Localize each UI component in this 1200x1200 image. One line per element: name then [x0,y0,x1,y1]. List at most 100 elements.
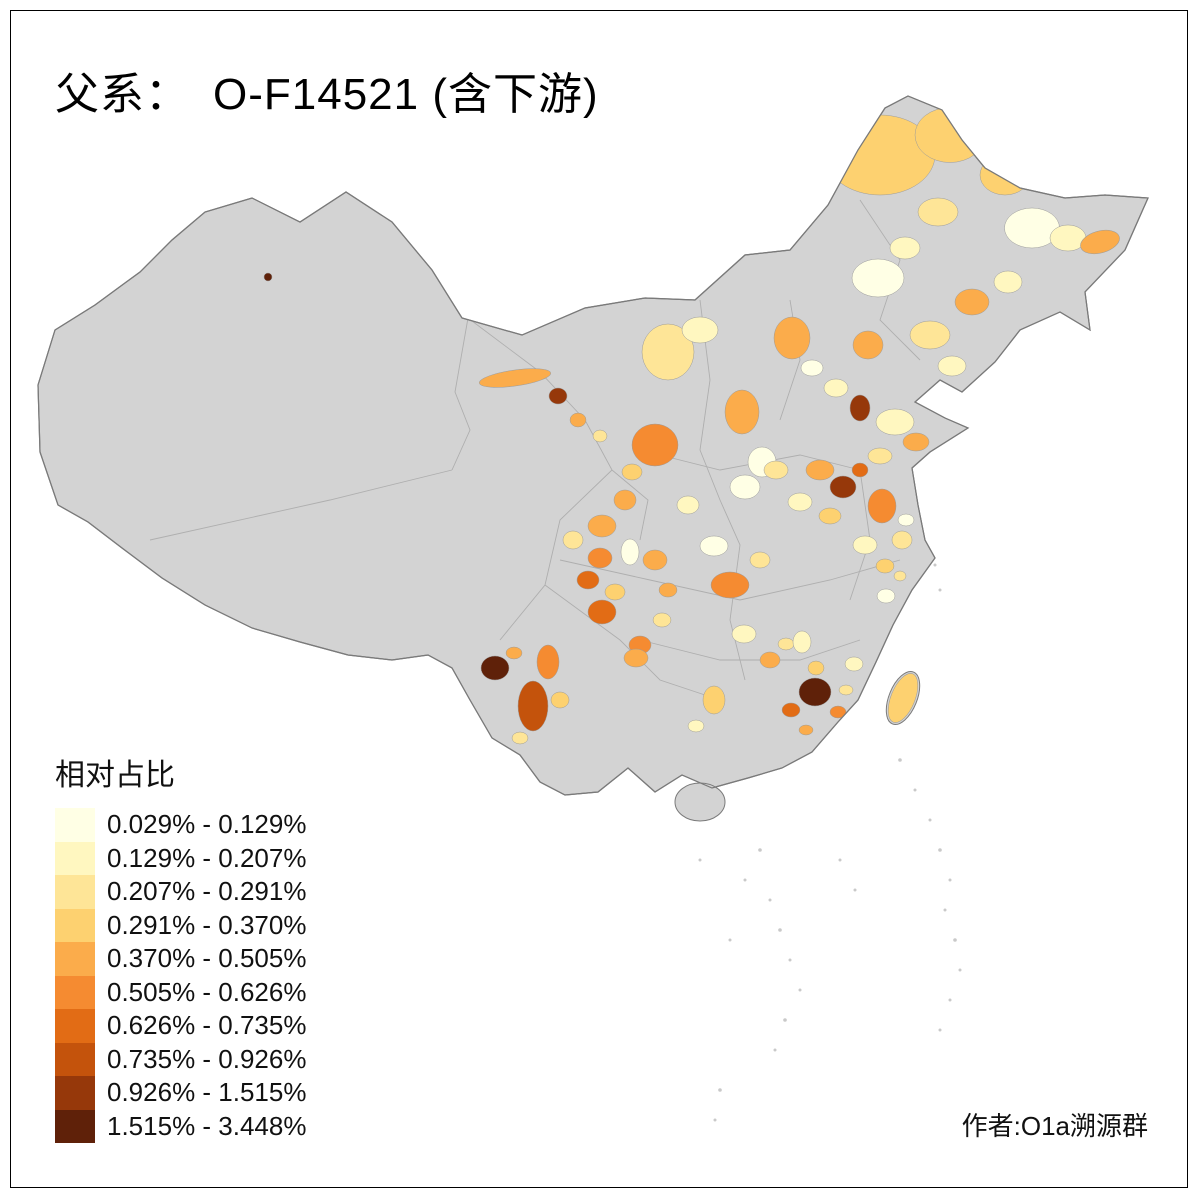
map-region [724,389,760,435]
small-islands [698,563,962,1122]
legend-row: 0.926% - 1.515% [55,1076,306,1110]
legend-row: 1.515% - 3.448% [55,1109,307,1143]
legend-row: 0.505% - 0.626% [55,975,307,1009]
legend: 相对占比 0.029% - 0.129% 0.129% - 0.207% 0.2… [55,750,306,1143]
map-region [621,463,643,481]
map-region [604,583,626,601]
map-region [569,412,587,428]
map-region [867,447,893,465]
legend-label: 0.207% - 0.291% [107,876,307,907]
map-region [805,459,835,481]
map-region [505,646,523,660]
legend-row: 0.735% - 0.926% [55,1042,307,1076]
legend-swatch [55,1009,95,1043]
map-region [875,558,895,574]
map-region [773,316,811,360]
map-region [702,685,726,715]
map-region [710,571,750,599]
map-region [852,330,884,360]
map-region [889,236,921,260]
map-region [511,731,529,745]
map-region [587,599,617,625]
map-region [798,724,814,736]
map-region [891,530,913,550]
legend-swatch [55,1109,95,1143]
map-region [849,394,871,422]
map-region [844,656,864,672]
map-region [823,378,849,398]
map-region [759,651,781,669]
map-region [993,270,1023,294]
map-region [902,432,930,452]
map-region [909,320,951,350]
map-region [731,624,757,644]
map-region [852,535,878,555]
legend-label: 0.029% - 0.129% [107,809,307,840]
legend-row: 0.291% - 0.370% [55,908,306,942]
map-region [681,316,719,344]
hainan-island [674,782,726,822]
map-region [687,719,705,733]
map-region [641,323,695,381]
map-region [851,462,869,478]
map-region [749,551,771,569]
map-region [480,655,510,681]
map-region [954,288,990,316]
legend-label: 0.505% - 0.626% [107,976,307,1007]
legend-swatch [55,808,95,842]
map-region [699,535,729,557]
author-credit: 作者:O1a溯源群 [961,1111,1148,1141]
map-region [620,538,640,566]
map-region [550,691,570,709]
legend-row: 0.370% - 0.505% [55,942,306,976]
legend-label: 0.370% - 0.505% [107,943,307,974]
map-region [548,387,568,405]
legend-row: 0.626% - 0.735% [55,1009,306,1043]
map-region [818,507,842,525]
map-region [807,660,825,676]
legend-row: 0.129% - 0.207% [55,841,307,875]
map-regions [263,107,1120,745]
map-region [838,684,854,696]
legend-swatch [55,908,95,942]
map-region [658,582,678,598]
legend-label: 0.129% - 0.207% [107,842,307,873]
map-region [876,588,896,604]
legend-swatch [55,942,95,976]
map-region [875,408,915,436]
map-region [592,429,608,443]
map-region [763,460,789,480]
map-region [781,702,801,718]
map-region [800,359,824,377]
legend-swatch [55,1042,95,1076]
map-region [897,513,915,527]
map-region [917,197,959,227]
map-region [587,547,613,569]
map-region [642,549,668,571]
page-title: 父系： O-F14521 (含下游) [55,70,599,119]
legend-row: 0.029% - 0.129% [55,808,306,842]
legend-label: 0.626% - 0.735% [107,1010,307,1041]
map-region [729,474,761,500]
map-region [623,648,649,668]
legend-items: 0.029% - 0.129% 0.129% - 0.207% 0.207% -… [55,808,306,1143]
map-region [937,355,967,377]
legend-label: 0.926% - 1.515% [107,1077,307,1108]
map-region [517,680,549,732]
map-region [676,495,700,515]
legend-label: 0.735% - 0.926% [107,1043,307,1074]
map-region [562,530,584,550]
map-region [867,488,897,524]
legend-swatch [55,1076,95,1110]
map-region [887,673,919,723]
map-region [777,637,795,651]
map-region [536,644,560,680]
legend-label: 1.515% - 3.448% [107,1110,307,1141]
map-region [798,677,832,707]
map-region [851,258,905,298]
map-region [613,489,637,511]
legend-swatch [55,975,95,1009]
map-region [576,570,600,590]
map-region [829,705,847,719]
